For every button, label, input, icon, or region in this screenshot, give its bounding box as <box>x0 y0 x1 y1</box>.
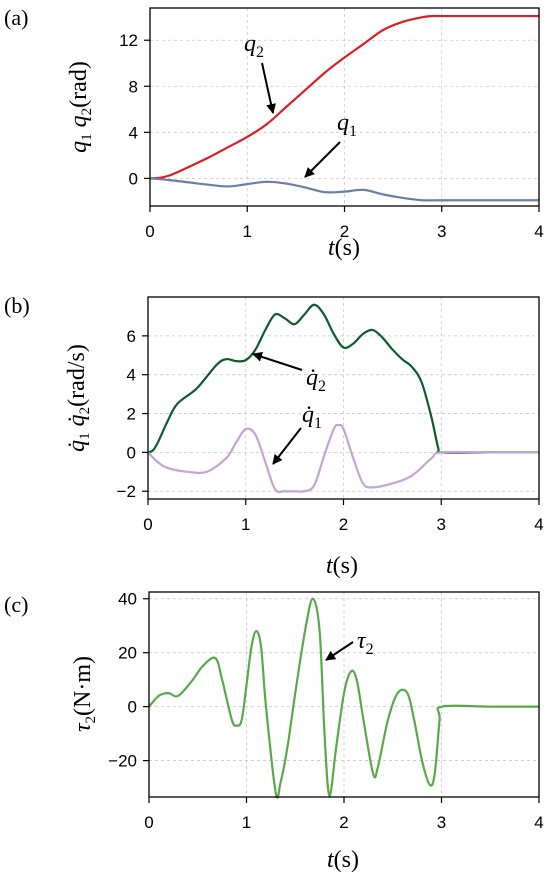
panel-c-ticks: 0 1 2 3 4 −20 0 20 40 <box>108 590 544 832</box>
y-tick-label: 20 <box>118 644 137 663</box>
x-tick-label: 1 <box>243 222 252 241</box>
x-tick-label: 4 <box>534 222 543 241</box>
x-tick-label: 1 <box>242 813 251 832</box>
series-line-q̇2 <box>147 303 539 454</box>
annotation-q1-arrow <box>304 141 341 178</box>
panel-b-grid <box>148 297 539 499</box>
panel-a-grid <box>150 8 539 206</box>
y-tick-label: −20 <box>108 752 137 771</box>
panel-b-label: (b) <box>4 293 30 318</box>
x-tick-label: 2 <box>339 515 348 534</box>
annotation-qdot1-arrow <box>272 427 302 465</box>
series-line-τ2 <box>148 597 539 799</box>
y-tick-label: 40 <box>118 590 137 609</box>
annotation-q2-arrow <box>261 62 276 114</box>
x-tick-label: 0 <box>144 813 153 832</box>
panel-a-series <box>149 14 539 202</box>
y-tick-label: 0 <box>129 169 138 188</box>
panel-c-series <box>148 597 539 799</box>
panel-c: (c) 0 1 2 3 4 −20 0 20 40 τ2(N·m) t(s) τ2 <box>4 590 544 873</box>
y-tick-label: 4 <box>129 123 138 142</box>
y-tick-label: 8 <box>129 77 138 96</box>
panel-b-ylabel: q̇1 q̇2(rad/s) <box>64 344 93 452</box>
annotation-qdot1: q̇1 <box>302 402 322 432</box>
y-tick-label: 4 <box>127 366 136 385</box>
panel-c-ylabel: τ2(N·m) <box>70 656 99 732</box>
y-tick-label: 12 <box>119 31 138 50</box>
series-line-q2 <box>149 14 539 180</box>
x-tick-label: 3 <box>437 515 446 534</box>
annotation-qdot2: q̇2 <box>306 365 326 395</box>
panel-c-label: (c) <box>4 592 28 617</box>
y-tick-label: 0 <box>128 698 137 717</box>
x-tick-label: 2 <box>339 813 348 832</box>
panel-b-ticks: 0 1 2 3 4 −2 0 2 4 6 <box>117 327 544 534</box>
x-tick-label: 2 <box>340 222 349 241</box>
series-line-q̇1 <box>147 423 539 494</box>
x-tick-label: 4 <box>534 515 543 534</box>
x-tick-label: 1 <box>241 515 250 534</box>
panel-c-xlabel: t(s) <box>327 847 359 873</box>
y-tick-label: 0 <box>127 443 136 462</box>
y-tick-label: 2 <box>127 405 136 424</box>
annotation-q2: q2 <box>244 31 264 61</box>
panel-b-xlabel: t(s) <box>326 553 358 579</box>
x-tick-label: 0 <box>145 222 154 241</box>
annotation-tau2: τ2 <box>357 628 374 658</box>
y-tick-label: −2 <box>117 482 136 501</box>
series-line-q1 <box>149 177 539 202</box>
x-tick-label: 4 <box>534 813 543 832</box>
annotation-q1: q1 <box>337 110 357 140</box>
panel-a-label: (a) <box>4 5 28 30</box>
annotation-tau2-arrow <box>325 641 354 661</box>
y-tick-label: 6 <box>127 327 136 346</box>
panel-a-ylabel: q1 q2(rad) <box>66 61 95 153</box>
x-tick-label: 3 <box>437 222 446 241</box>
panel-a-xlabel: t(s) <box>328 235 360 261</box>
panel-b-series <box>147 303 539 494</box>
x-tick-label: 0 <box>143 515 152 534</box>
x-tick-label: 3 <box>437 813 446 832</box>
annotation-qdot2-arrow <box>252 352 303 371</box>
